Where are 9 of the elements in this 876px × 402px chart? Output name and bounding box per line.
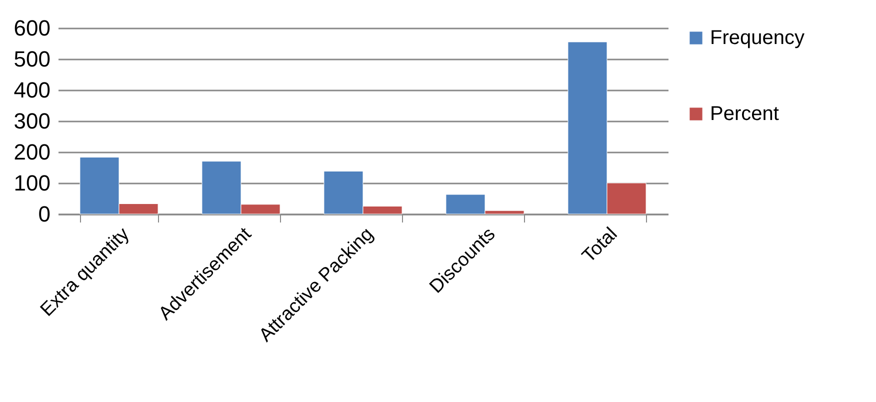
y-tick-label: 600 <box>14 16 50 40</box>
y-tick-label: 100 <box>14 170 50 196</box>
y-tick-label: 200 <box>14 140 50 164</box>
y-tick-label: 0 <box>38 202 50 226</box>
y-tick-label: 300 <box>14 108 50 134</box>
y-tick-label: 500 <box>14 46 50 72</box>
legend-label: Percent <box>710 103 780 125</box>
y-tick-label: 400 <box>14 78 50 102</box>
legend-label: Frequency <box>710 27 804 49</box>
